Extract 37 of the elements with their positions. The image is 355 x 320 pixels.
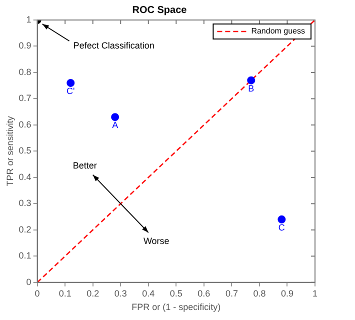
- y-tick-label: 0.2: [18, 224, 32, 234]
- annotation: Pefect Classification: [73, 40, 154, 50]
- series-label: C': [66, 86, 76, 96]
- series-label: A: [112, 120, 118, 130]
- y-tick-label: 0.7: [18, 93, 32, 104]
- chart-title: ROC Space: [132, 4, 188, 16]
- x-tick-label: 0.3: [114, 288, 127, 298]
- y-tick-label: 0.8: [18, 66, 32, 77]
- y-tick-label: 0: [26, 276, 32, 287]
- y-tick-label: 0.3: [18, 198, 32, 208]
- x-axis-title: FPR or (1 - specificity): [132, 302, 221, 312]
- point: [278, 215, 286, 224]
- x-tick-label: 1: [312, 288, 318, 298]
- point: [111, 113, 120, 122]
- x-tick-label: 0.2: [86, 288, 100, 298]
- x-tick-label: 0.9: [280, 288, 294, 298]
- annotation: Better: [72, 160, 97, 170]
- y-tick-label: 0.4: [18, 172, 32, 182]
- y-tick-label: 0.5: [18, 146, 32, 156]
- y-tick-label: 0.1: [18, 250, 32, 261]
- x-tick-label: 0.6: [198, 288, 210, 298]
- annotation: Worse: [143, 236, 170, 246]
- series-label: B: [248, 83, 254, 94]
- point: [66, 78, 75, 87]
- x-tick-label: 0.8: [253, 288, 266, 298]
- y-tick-label: 1: [26, 14, 32, 24]
- x-tick-label: 0: [34, 288, 40, 298]
- x-tick-label: 0.1: [58, 288, 72, 298]
- y-axis-title: TPR or sensitivity: [4, 116, 15, 186]
- x-tick-label: 0.7: [225, 288, 238, 298]
- legend-label: Random guess: [251, 26, 306, 36]
- x-tick-label: 0.5: [170, 288, 182, 298]
- series-label: C: [278, 222, 286, 232]
- y-tick-label: 0.9: [18, 40, 32, 51]
- x-tick-label: 0.4: [142, 288, 155, 298]
- point: [247, 76, 256, 84]
- y-tick-label: 0.6: [18, 119, 32, 130]
